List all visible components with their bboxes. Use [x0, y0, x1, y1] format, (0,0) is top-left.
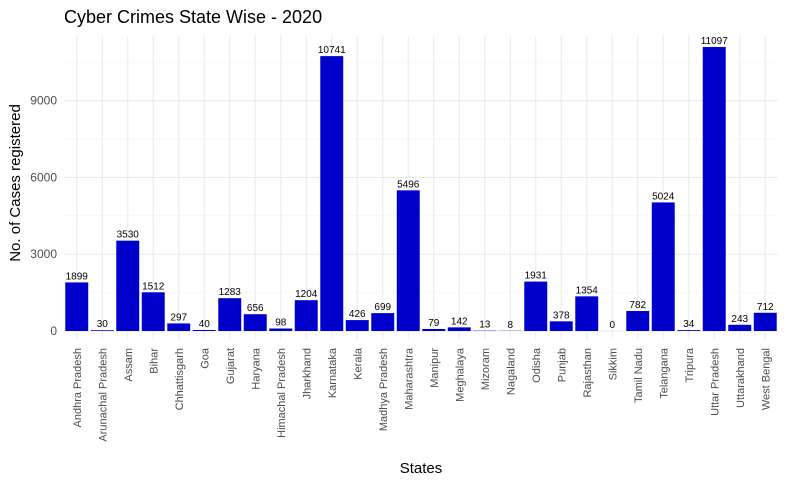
- x-tick-label: Sikkim: [607, 348, 619, 380]
- data-label: 98: [275, 317, 287, 328]
- data-label: 656: [247, 303, 264, 314]
- bars: [65, 47, 777, 331]
- data-labels: 1899 30 3530 1512 297 40 1283 656 98 1204 10741 426…: [66, 36, 774, 331]
- x-tick-label: Telangana: [658, 347, 670, 399]
- y-axis-title: No. of Cases registered: [7, 104, 24, 262]
- data-label: 699: [374, 302, 391, 313]
- y-tick-label: 3000: [30, 247, 57, 261]
- x-tick-label: Haryana: [250, 347, 262, 389]
- data-label: 11097: [701, 36, 729, 47]
- bar: [524, 281, 548, 331]
- x-tick-label: Kerala: [352, 347, 364, 380]
- bar: [269, 328, 293, 331]
- data-label: 297: [170, 312, 187, 323]
- bar: [626, 310, 650, 331]
- data-label: 34: [683, 319, 695, 330]
- x-tick-label: Uttar Pradesh: [709, 348, 721, 416]
- data-label: 1512: [142, 281, 165, 292]
- bar: [651, 202, 675, 331]
- x-tick-label: Madhya Pradesh: [378, 348, 390, 431]
- bar: [753, 312, 777, 331]
- bar: [447, 327, 471, 331]
- grid-lines: [64, 36, 778, 339]
- data-label: 8: [507, 320, 513, 331]
- x-tick-label: Manipur: [429, 348, 441, 388]
- x-tick-label: Meghalaya: [454, 347, 466, 402]
- y-tick-label: 6000: [30, 170, 57, 184]
- x-tick-label: Uttarakhand: [735, 348, 747, 408]
- bar: [320, 56, 344, 331]
- x-axis-title: States: [400, 460, 443, 477]
- x-tick-label: Andhra Pradesh: [72, 348, 84, 428]
- bar: [396, 190, 420, 331]
- data-label: 40: [199, 319, 211, 330]
- data-label: 5024: [652, 191, 675, 202]
- y-tick-label: 9000: [30, 94, 57, 108]
- bar: [218, 298, 242, 331]
- data-label: 426: [349, 309, 366, 320]
- x-tick-label: Tripura: [684, 347, 696, 382]
- bar: [65, 282, 89, 331]
- x-tick-label: Himachal Pradesh: [276, 348, 288, 438]
- x-axis-ticks: Andhra Pradesh Arunachal Pradesh Assam Biha…: [72, 347, 773, 441]
- bar: [192, 329, 216, 331]
- x-tick-label: Chhattisgarh: [174, 348, 186, 410]
- x-tick-label: Punjab: [556, 348, 568, 382]
- y-tick-label: 0: [50, 324, 57, 338]
- data-label: 1354: [576, 285, 599, 296]
- x-tick-label: Rajasthan: [582, 348, 594, 398]
- bar: [141, 292, 165, 331]
- data-label: 30: [97, 319, 109, 330]
- x-tick-label: Goa: [199, 347, 211, 369]
- data-label: 1204: [295, 289, 318, 300]
- data-label: 712: [757, 302, 774, 313]
- data-label: 5496: [397, 179, 420, 190]
- x-tick-label: Assam: [123, 348, 135, 382]
- bar: [243, 314, 267, 331]
- data-label: 142: [451, 316, 468, 327]
- data-label: 243: [731, 314, 748, 325]
- data-label: 0: [609, 320, 615, 331]
- bar: [345, 320, 369, 331]
- chart-title: Cyber Crimes State Wise - 2020: [64, 7, 322, 27]
- data-label: 13: [479, 320, 491, 331]
- y-axis-ticks: 0 3000 6000 9000: [30, 94, 57, 338]
- bar: [702, 47, 726, 331]
- data-label: 378: [553, 310, 570, 321]
- bar: [371, 313, 395, 331]
- x-tick-label: Gujarat: [225, 348, 237, 384]
- data-label: 1899: [66, 271, 89, 282]
- bar: [549, 321, 573, 331]
- x-tick-label: Maharashtra: [403, 347, 415, 410]
- x-tick-label: Nagaland: [505, 348, 517, 395]
- x-tick-label: Bihar: [148, 348, 160, 374]
- bar: [677, 330, 701, 331]
- bar: [90, 330, 114, 331]
- x-tick-label: West Bengal: [760, 348, 772, 410]
- bar: [294, 300, 318, 331]
- bar: [167, 323, 191, 331]
- bar: [116, 240, 140, 331]
- bar: [422, 328, 446, 331]
- data-label: 10741: [318, 45, 346, 56]
- data-label: 1283: [219, 287, 242, 298]
- data-label: 1931: [525, 271, 548, 282]
- data-label: 79: [428, 318, 440, 329]
- x-tick-label: Mizoram: [480, 348, 492, 390]
- data-label: 782: [629, 300, 646, 311]
- x-tick-label: Karnataka: [327, 347, 339, 398]
- data-label: 3530: [117, 230, 140, 241]
- x-tick-label: Jharkhand: [301, 348, 313, 399]
- x-tick-label: Tamil Nadu: [633, 348, 645, 403]
- bar: [728, 324, 752, 331]
- bar: [575, 296, 599, 331]
- x-tick-label: Arunachal Pradesh: [97, 348, 109, 442]
- x-tick-label: Odisha: [531, 347, 543, 383]
